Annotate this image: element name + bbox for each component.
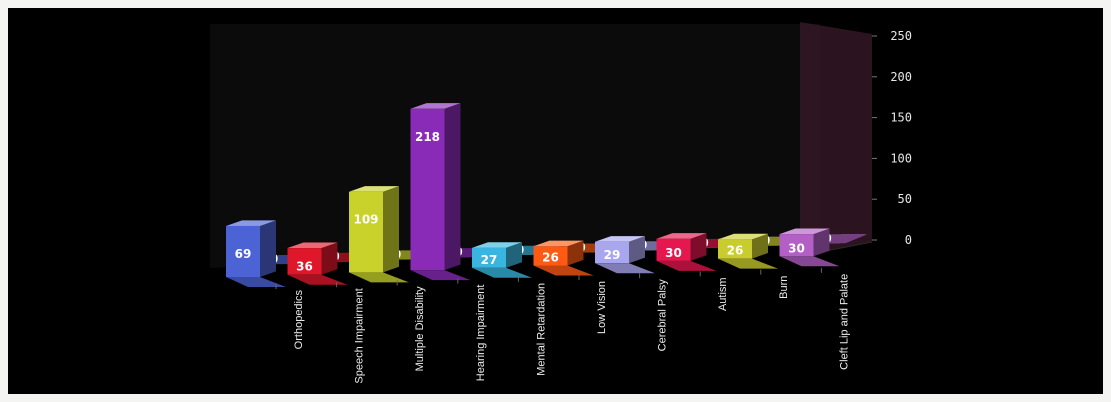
- front-bar-5-side: [567, 240, 584, 266]
- front-bar-9-front: [779, 234, 814, 257]
- front-bar-0-side: [260, 220, 276, 277]
- front-bar-base-8: [718, 258, 778, 269]
- y-tick-label: 100: [890, 151, 912, 165]
- front-bar-0-front: [226, 225, 260, 277]
- front-bar-3-front: [410, 108, 445, 271]
- y-axis: 0 50 100 150 200 250: [872, 29, 912, 247]
- x-category-label: Burn: [778, 276, 790, 299]
- y-tick-label: 0: [905, 233, 912, 247]
- front-bar-base-0: [226, 277, 286, 287]
- front-bar-base-3: [410, 270, 471, 281]
- front-bar-2-side: [383, 186, 399, 273]
- front-bar-6-value-label: 29: [604, 248, 621, 262]
- x-category-label: Cleft Lip and Palate: [838, 274, 850, 370]
- x-category-label: Multiple Disability: [414, 286, 426, 371]
- front-bar-9-top: [779, 228, 830, 235]
- front-bar-0-value-label: 69: [235, 247, 252, 261]
- front-bar-5-value-label: 26: [542, 251, 559, 265]
- x-category-label: Low Vision: [596, 281, 608, 334]
- front-bar-1-top: [287, 242, 338, 249]
- front-bar-4-top: [472, 242, 522, 248]
- front-bar-6: 29: [595, 236, 645, 264]
- front-bar-2-front: [349, 191, 383, 273]
- front-bar-2-value-label: 109: [353, 213, 378, 227]
- side-wall-panel: [800, 22, 872, 256]
- x-category-label: Orthopedics: [293, 290, 305, 350]
- front-bar-base-6: [595, 263, 655, 274]
- x-category-label: Mental Retardation: [535, 283, 547, 376]
- x-axis: Orthopedics Speech Impairment Multiple Dis…: [275, 267, 850, 384]
- y-tick-label: 250: [890, 29, 912, 43]
- front-bar-0: 69: [226, 220, 276, 277]
- front-bar-3-side: [444, 103, 461, 271]
- front-bar-7: 30: [656, 233, 707, 261]
- front-bar-base-5: [533, 265, 594, 276]
- y-tick-label: 200: [890, 70, 912, 84]
- front-bar-1-side: [321, 242, 338, 275]
- front-bar-6-side: [629, 236, 645, 264]
- front-bar-3-value-label: 218: [415, 130, 440, 144]
- front-bar-8: 26: [718, 233, 768, 259]
- front-bar-base-7: [656, 260, 717, 271]
- series-front-bars: 69 36 109 218 27 26 29 30 26 30: [226, 103, 840, 287]
- front-bar-9-side: [813, 228, 830, 257]
- front-bar-9: 30: [779, 228, 830, 257]
- back-wall-panel: [210, 24, 820, 268]
- front-bar-base-4: [472, 267, 532, 278]
- y-tick-label: 50: [898, 192, 912, 206]
- front-bar-4: 27: [472, 242, 522, 268]
- front-bar-8-value-label: 26: [727, 244, 744, 258]
- front-bar-6-front: [595, 241, 629, 264]
- front-bar-3-top: [410, 103, 461, 109]
- front-bar-7-front: [656, 238, 691, 261]
- front-bar-0-top: [226, 220, 276, 226]
- x-category-label: Autism: [717, 277, 729, 311]
- x-category-label: Speech Impairment: [354, 288, 366, 383]
- front-bar-4-value-label: 27: [481, 253, 498, 267]
- chart-back-wall: [210, 22, 873, 268]
- x-category-label: Cerebral Palsy: [657, 279, 669, 352]
- front-bar-5: 26: [533, 240, 584, 266]
- front-bar-7-value-label: 30: [665, 246, 682, 260]
- front-bar-4-side: [506, 242, 522, 268]
- front-bar-2-top: [349, 186, 399, 192]
- x-category-label: Hearing Impairment: [475, 285, 487, 382]
- front-bar-2: 109: [349, 186, 399, 273]
- front-bar-8-side: [752, 233, 768, 259]
- front-bar-4-front: [472, 247, 506, 268]
- front-bar-7-side: [690, 233, 707, 261]
- front-bar-5-front: [533, 246, 568, 266]
- front-bar-3: 218: [410, 103, 461, 271]
- front-bar-8-top: [718, 233, 768, 240]
- front-bar-7-top: [656, 233, 707, 239]
- front-bar-base-9: [779, 256, 840, 267]
- front-bar-9-value-label: 30: [788, 241, 805, 255]
- front-bar-base-2: [349, 272, 409, 283]
- y-tick-label: 150: [890, 111, 912, 125]
- front-bar-base-1: [287, 274, 348, 285]
- front-bar-1-front: [287, 248, 322, 275]
- front-bar-5-top: [533, 240, 584, 247]
- front-bar-1-value-label: 36: [296, 260, 313, 274]
- front-bar-1: 36: [287, 242, 338, 275]
- front-bar-6-top: [595, 236, 645, 242]
- front-bar-8-front: [718, 239, 752, 259]
